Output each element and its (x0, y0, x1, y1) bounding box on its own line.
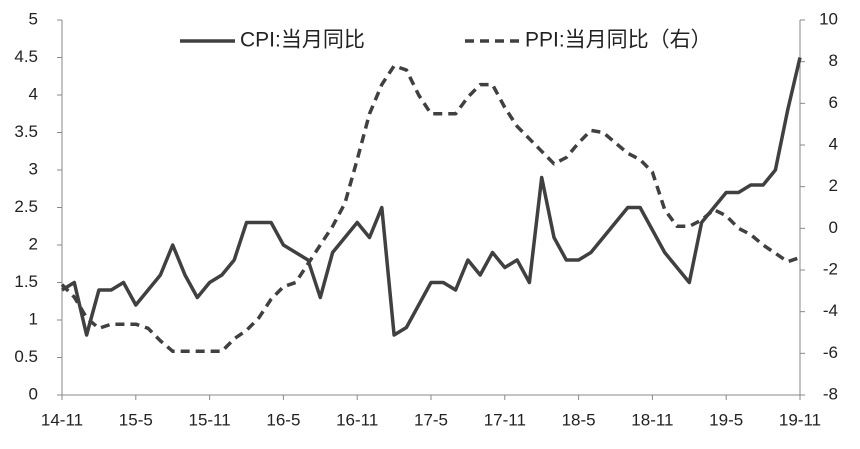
y2-tick-label: 10 (819, 9, 838, 28)
y-tick-label: 0 (29, 384, 38, 403)
x-tick-label: 18-11 (631, 410, 673, 429)
y-tick-label: 3 (29, 159, 38, 178)
y2-tick-label: 4 (829, 134, 838, 153)
y2-tick-label: 6 (829, 93, 838, 112)
x-tick-label: 16-5 (266, 410, 300, 429)
y2-tick-label: -2 (823, 259, 838, 278)
y2-tick-label: -8 (823, 384, 838, 403)
x-tick-label: 16-11 (336, 410, 378, 429)
y2-tick-label: 2 (829, 176, 838, 195)
y2-tick-label: 0 (829, 218, 838, 237)
y-tick-label: 4.5 (14, 47, 38, 66)
y-tick-label: 3.5 (14, 122, 38, 141)
y2-tick-label: -6 (823, 343, 838, 362)
x-tick-label: 15-11 (188, 410, 230, 429)
legend-label: PPI:当月同比（右） (525, 29, 712, 52)
series-line (60, 64, 801, 354)
x-tick-label: 17-5 (414, 410, 448, 429)
y-tick-label: 2 (29, 234, 38, 253)
y-tick-label: 4 (29, 84, 38, 103)
y-tick-label: 0.5 (14, 347, 38, 366)
series-line (61, 57, 802, 337)
x-tick-label: 18-5 (562, 410, 596, 429)
y2-tick-label: 8 (829, 51, 838, 70)
x-tick-label: 17-11 (484, 410, 526, 429)
y-tick-label: 5 (29, 9, 38, 28)
x-tick-label: 19-11 (779, 410, 821, 429)
legend-label: CPI:当月同比 (240, 29, 365, 52)
x-tick-label: 14-11 (41, 410, 83, 429)
x-tick-label: 15-5 (119, 410, 153, 429)
x-tick-label: 19-5 (709, 410, 743, 429)
y-tick-label: 1.5 (14, 272, 38, 291)
y-tick-label: 1 (29, 309, 38, 328)
y2-tick-label: -4 (823, 301, 838, 320)
y-tick-label: 2.5 (14, 197, 38, 216)
